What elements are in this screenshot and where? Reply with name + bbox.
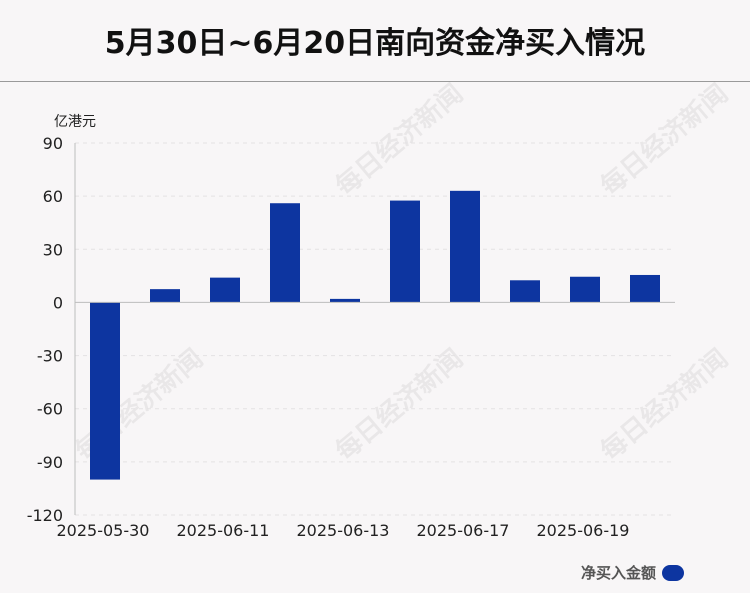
bar [270,203,300,303]
page-title: 5月30日~6月20日南向资金净买入情况 [104,26,646,61]
bar [390,200,420,303]
y-tick-label: 60 [43,187,63,206]
legend: 净买入金额 [581,562,684,583]
title-divider [0,81,750,82]
y-tick-label: -30 [37,347,63,366]
y-tick-label: -90 [37,453,63,472]
y-tick-label: 0 [53,293,63,312]
y-axis-unit-label: 亿港元 [54,114,96,130]
bar [450,190,480,303]
x-tick-label: 2025-06-13 [297,521,390,540]
x-tick-label: 2025-06-11 [177,521,270,540]
bar [510,280,540,303]
bar [570,276,600,303]
x-tick-label: 2025-05-30 [57,521,150,540]
x-tick-label: 2025-06-19 [537,521,630,540]
legend-label: 净买入金额 [580,564,656,582]
bar [150,289,180,303]
y-tick-label: 30 [43,240,63,259]
bar [330,298,360,303]
y-tick-label: 90 [43,134,63,153]
y-tick-label: -120 [27,506,63,525]
bar [210,277,240,303]
bar [630,274,660,303]
x-tick-label: 2025-06-17 [417,521,510,540]
bar [90,302,120,480]
legend-swatch [662,564,684,581]
y-tick-label: -60 [37,400,63,419]
